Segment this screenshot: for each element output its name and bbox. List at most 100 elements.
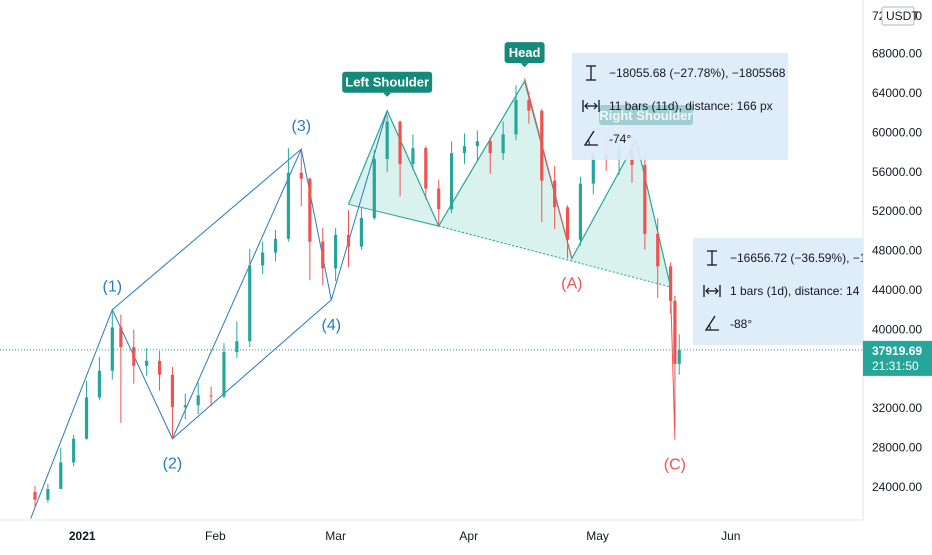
time-tick-label: Mar xyxy=(325,529,346,543)
last-price-countdown: 21:31:50 xyxy=(872,359,919,373)
measure-info-box[interactable]: −16656.72 (−36.59%), −1665672 1 bars (1d)… xyxy=(693,238,932,345)
price-tick-label: 44000.00 xyxy=(872,283,922,297)
candle xyxy=(578,176,583,246)
candle-body xyxy=(59,462,63,489)
candlestick-series xyxy=(33,85,681,509)
candle-body xyxy=(72,438,76,463)
wave-channel-line[interactable] xyxy=(111,148,302,311)
candle xyxy=(119,314,123,423)
candle-body xyxy=(157,360,162,375)
candle-body xyxy=(346,234,351,247)
wave-channel-line[interactable] xyxy=(172,299,332,440)
candle xyxy=(321,227,325,286)
candle-body xyxy=(235,341,239,353)
measure-info-background xyxy=(572,53,788,160)
candle xyxy=(170,366,175,439)
wave-label: (2) xyxy=(163,456,183,473)
candle-body xyxy=(578,183,583,240)
candle-body xyxy=(299,172,303,179)
currency-label: USDT xyxy=(886,9,919,23)
price-tick-label: 52000.00 xyxy=(872,204,922,218)
candle xyxy=(565,205,570,259)
candle-body xyxy=(110,327,114,371)
candle-body xyxy=(475,141,479,147)
candle xyxy=(372,150,376,221)
price-tick-label: 64000.00 xyxy=(872,86,922,100)
price-tick-label: 32000.00 xyxy=(872,401,922,415)
measure-info-box[interactable]: Right Shoulder −18055.68 (−27.78%), −1805… xyxy=(572,53,788,160)
candle-body xyxy=(183,405,187,408)
impulse-wave-line[interactable] xyxy=(30,110,388,519)
price-range-icon xyxy=(586,65,596,81)
pattern-labels: Left Shoulder Head xyxy=(342,42,545,97)
time-axis[interactable]: 2021 Feb Mar Apr May Jun xyxy=(69,529,741,543)
candle xyxy=(183,393,187,420)
candle-body xyxy=(132,347,136,366)
left-shoulder-label: Left Shoulder xyxy=(345,75,429,90)
candle xyxy=(673,295,677,428)
bars-range-icon xyxy=(703,285,721,297)
head-label-tag[interactable] xyxy=(504,42,545,64)
measure-info-boxes[interactable]: Right Shoulder −18055.68 (−27.78%), −1805… xyxy=(572,53,932,345)
time-tick-label: Jun xyxy=(721,529,740,543)
right-shoulder-label: Right Shoulder xyxy=(599,108,692,123)
candle xyxy=(299,149,303,207)
candle-body xyxy=(669,266,673,301)
candle-body xyxy=(261,252,265,266)
candle xyxy=(72,434,76,467)
candle xyxy=(437,179,441,226)
candle-body xyxy=(209,395,213,397)
wave-label: (A) xyxy=(561,275,582,292)
right-shoulder-tag[interactable] xyxy=(599,105,693,125)
candle xyxy=(475,130,479,161)
last-price-tag xyxy=(863,340,932,376)
candle-body xyxy=(46,488,50,500)
candle-body xyxy=(308,178,312,242)
candle xyxy=(449,141,454,214)
candle-body xyxy=(411,148,415,164)
candle xyxy=(110,309,114,380)
left-shoulder-label-tag[interactable] xyxy=(342,71,433,93)
candle-body xyxy=(398,121,402,164)
currency-badge[interactable] xyxy=(881,6,915,26)
candle xyxy=(643,151,647,250)
wave-label: (C) xyxy=(664,457,686,474)
candle-body xyxy=(222,352,226,397)
candle xyxy=(132,329,136,384)
time-tick-label: Apr xyxy=(459,529,478,543)
measure-price-range: −18055.68 (−27.78%), −1805568 xyxy=(609,66,786,80)
candle xyxy=(261,241,265,275)
candle xyxy=(398,120,402,197)
candle-body xyxy=(643,164,647,234)
measure-info-background xyxy=(693,238,863,345)
candle-body xyxy=(334,234,338,269)
price-axis[interactable]: 24000.00 28000.00 32000.00 40000.00 44000.00… xyxy=(0,6,932,494)
candle-body xyxy=(286,172,290,239)
angle-icon xyxy=(583,130,598,146)
measure-bars-range: 1 bars (1d), distance: 14 xyxy=(730,284,860,298)
measure-lines[interactable] xyxy=(524,78,676,440)
candle-body xyxy=(449,153,454,210)
measure-price-range: −16656.72 (−36.59%), −1665672 xyxy=(730,251,907,265)
elliott-wave-lines[interactable] xyxy=(30,110,388,519)
candle xyxy=(334,227,338,282)
measure-line[interactable] xyxy=(524,78,573,259)
head-label-pointer xyxy=(520,63,529,68)
candle-body xyxy=(424,148,428,189)
candle xyxy=(488,137,492,174)
wave-label: (4) xyxy=(322,317,342,334)
candle xyxy=(656,218,660,298)
candle-body xyxy=(372,158,376,219)
candle xyxy=(286,148,290,242)
last-price-value: 37919.69 xyxy=(872,344,922,358)
candle-body xyxy=(677,350,681,364)
measure-angle: -88° xyxy=(730,317,752,331)
measure-angle: -74° xyxy=(609,132,631,146)
candle-body xyxy=(514,99,518,135)
candle xyxy=(273,229,278,262)
candle-body xyxy=(273,238,278,253)
candle xyxy=(33,486,37,509)
measure-line[interactable] xyxy=(670,291,676,440)
